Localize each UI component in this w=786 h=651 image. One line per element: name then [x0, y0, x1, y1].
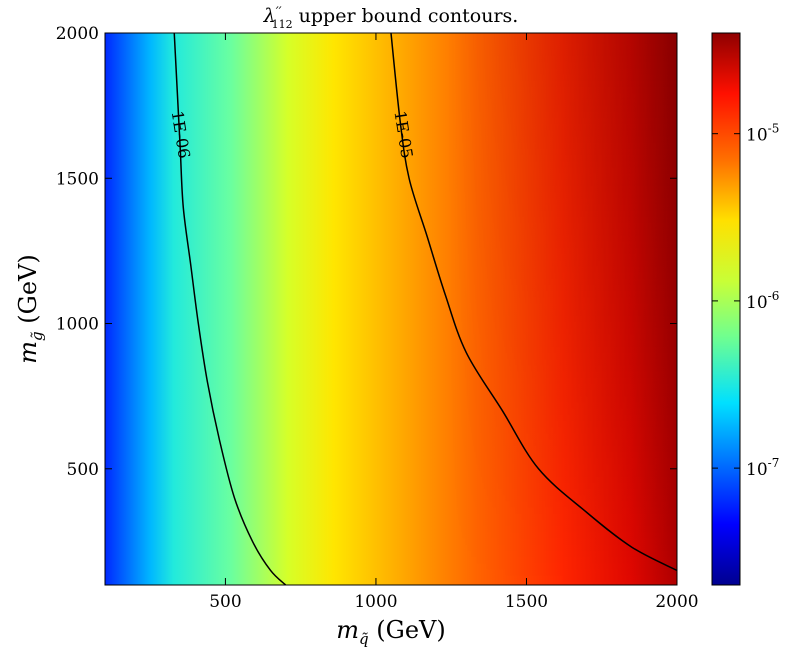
plot-frame [104, 32, 678, 586]
colorbar: 10-7 10-6 10-5 [711, 32, 779, 586]
y-tick-label: 1000 [56, 315, 99, 335]
colorbar-ticks: 10-7 10-6 10-5 [712, 122, 779, 480]
y-label-sub: g̃ [28, 331, 46, 341]
x-tick-label: 1500 [505, 592, 548, 612]
colorbar-fill [712, 33, 740, 585]
y-label-unit: (GeV) [14, 254, 42, 331]
x-label-sub: q̃ [359, 630, 369, 648]
y-tick-label: 2000 [56, 24, 99, 44]
colorbar-tick-label: 10-6 [746, 289, 779, 313]
colorbar-tick-label: 10-7 [746, 456, 779, 480]
y-label-symbol: m [14, 341, 42, 364]
colorbar-tick-label: 10-5 [746, 122, 779, 146]
y-axis-label: mg̃ (GeV) [14, 254, 46, 363]
x-tick-label: 2000 [655, 592, 698, 612]
heatmap-field [105, 33, 677, 585]
x-axis-label: mq̃ (GeV) [336, 616, 445, 648]
title-lambda: λ [263, 5, 276, 27]
title-subscript: 112 [272, 18, 293, 31]
x-tick-label: 1000 [354, 592, 397, 612]
contour-line [173, 33, 287, 585]
chart-title: λ′′ 112 upper bound contours. [263, 5, 519, 31]
contour-lines [173, 33, 677, 585]
y-tick-label: 500 [67, 460, 99, 480]
x-label-symbol: m [336, 616, 359, 644]
y-tick-label: 1500 [56, 169, 99, 189]
x-tick-label: 500 [209, 592, 241, 612]
x-label-unit: (GeV) [369, 616, 446, 644]
y-axis-ticks: 500 1000 1500 2000 [56, 24, 677, 480]
title-prime: ′′ [276, 5, 282, 20]
heatmap-shade [105, 33, 677, 585]
colorbar-frame [711, 32, 741, 586]
title-rest: upper bound contours. [293, 5, 519, 27]
contour-line [390, 33, 677, 572]
x-axis-ticks: 500 1000 1500 2000 [209, 33, 699, 612]
